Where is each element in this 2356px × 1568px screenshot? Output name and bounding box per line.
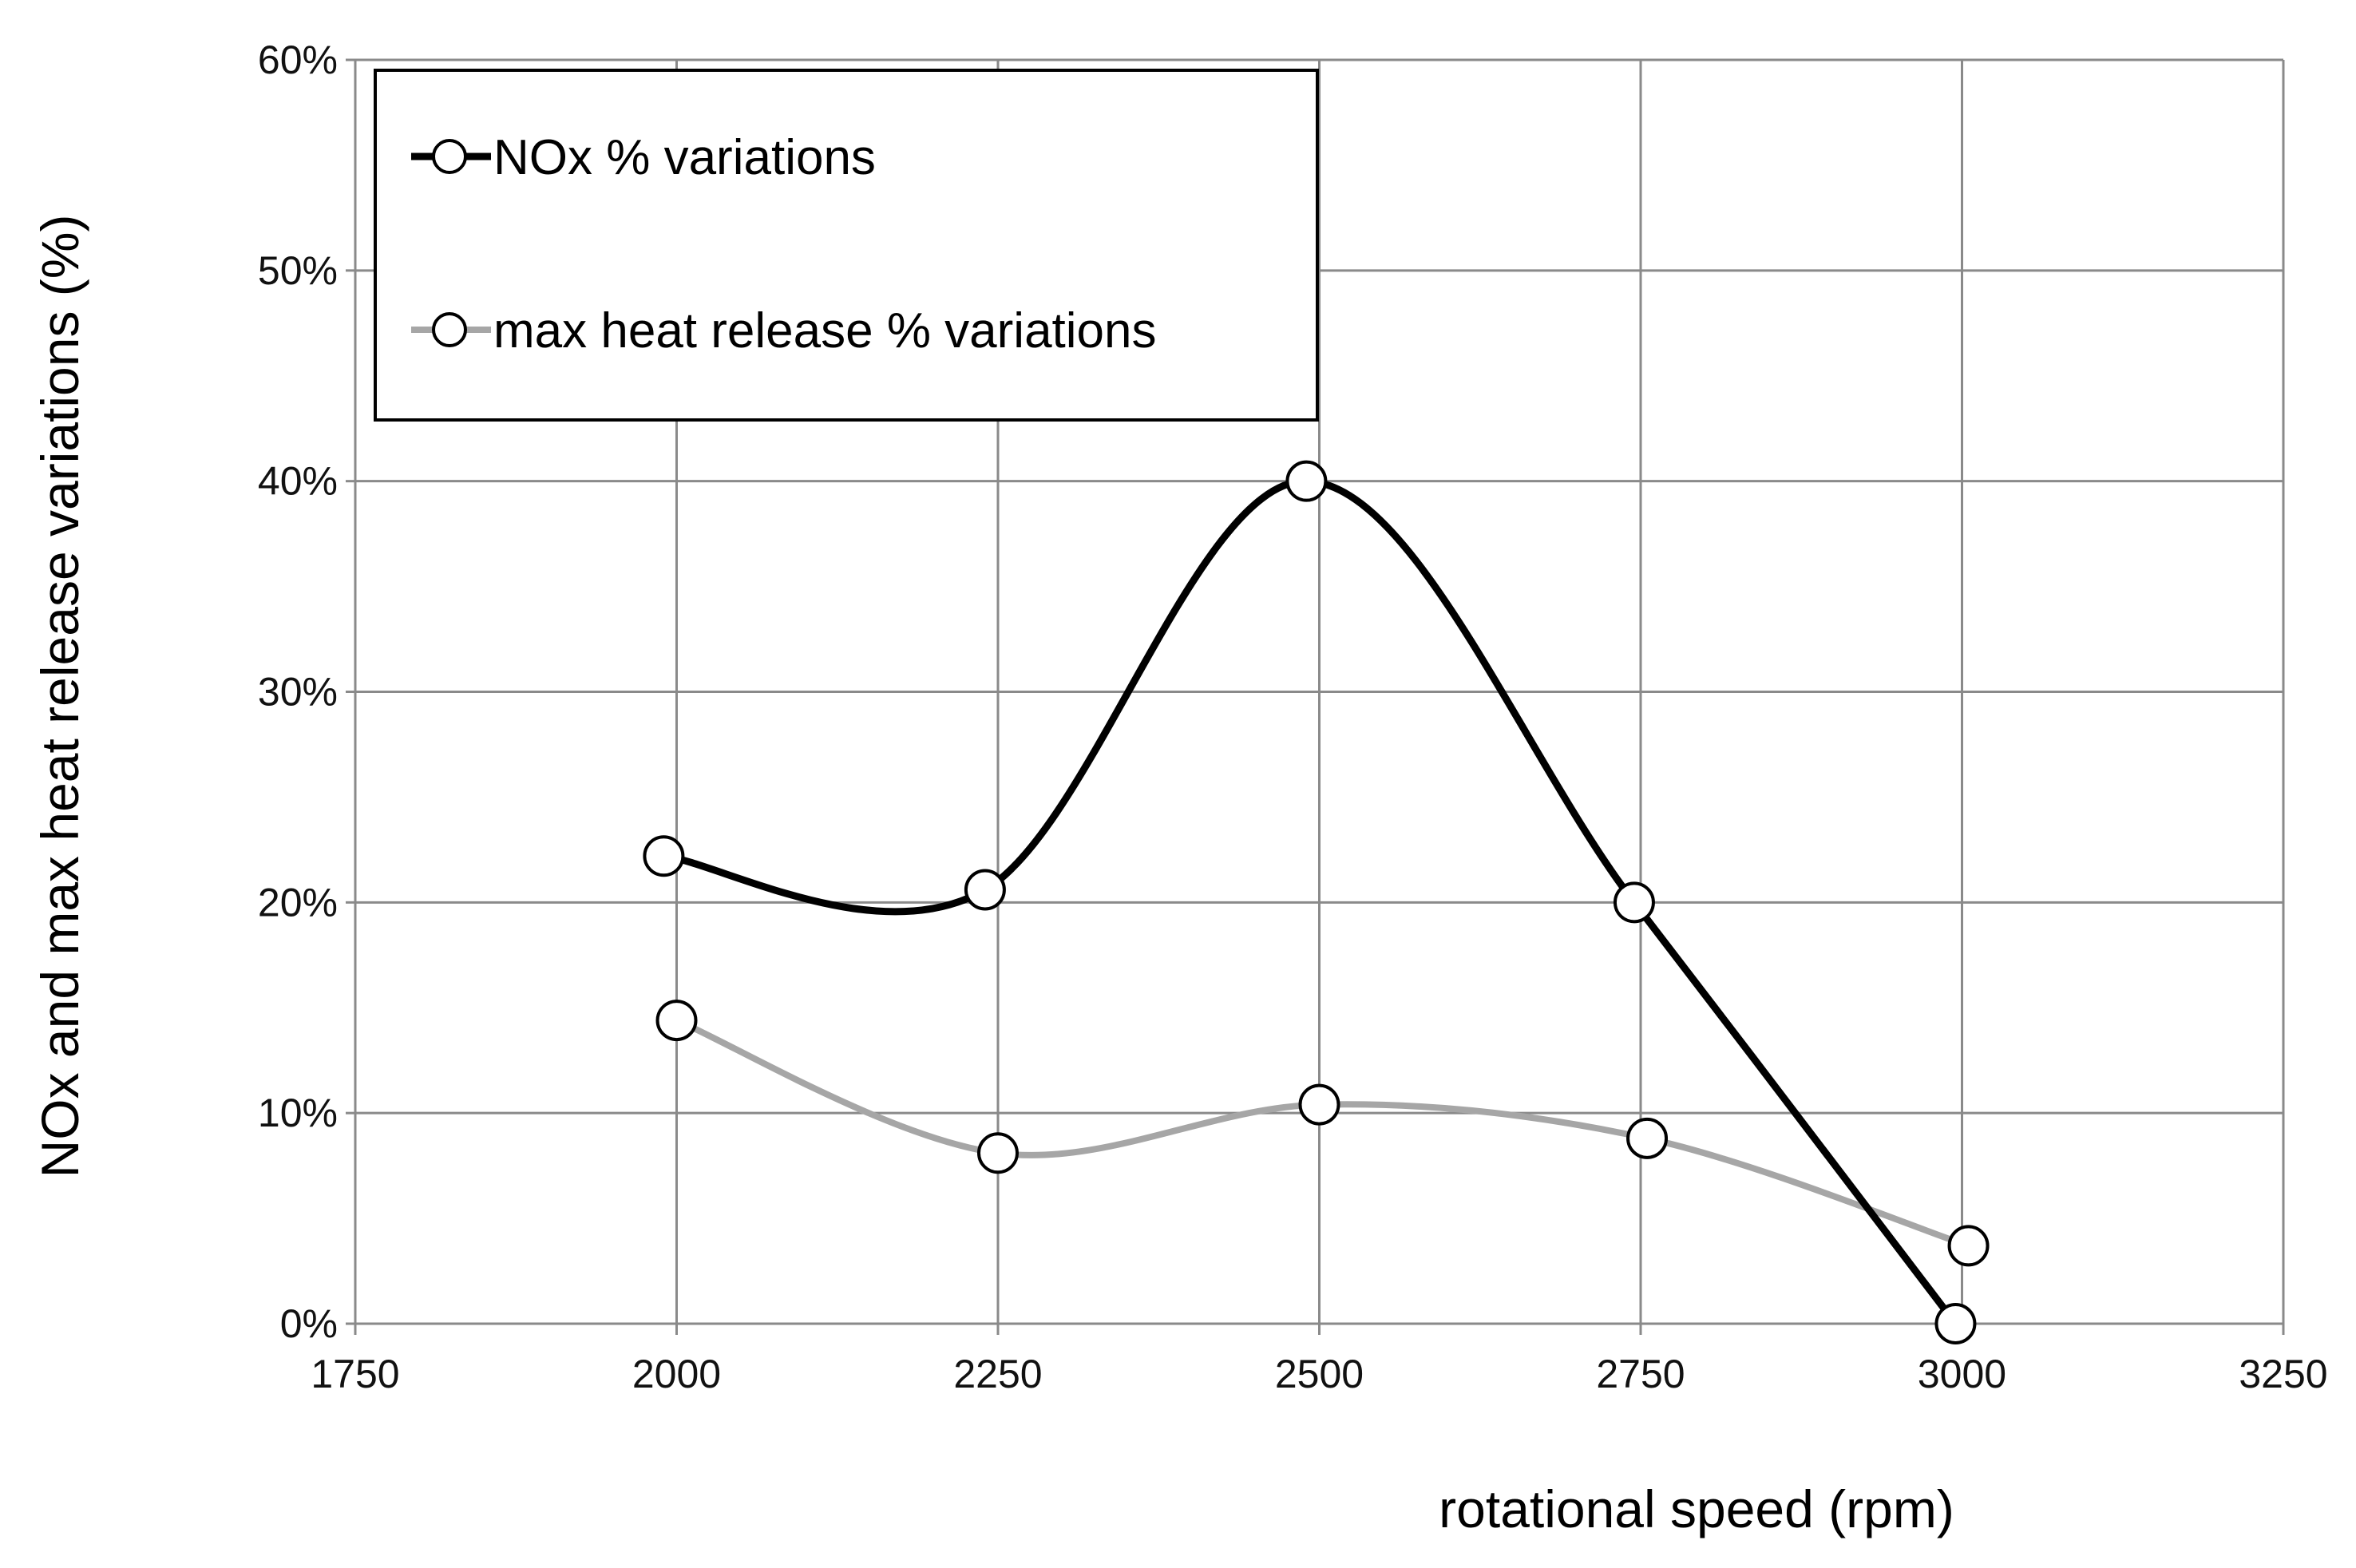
legend-box xyxy=(374,69,1319,422)
data-point-heat-release xyxy=(1626,1117,1669,1159)
tick-labels: 0% 10% 20% 30% 40% 50% 60% 1750 2000 2250 2500 2750… xyxy=(258,38,2328,1396)
data-point-heat-release xyxy=(655,1000,698,1042)
y-tick-label: 0% xyxy=(280,1301,338,1346)
x-tick-label: 1750 xyxy=(311,1352,399,1396)
x-tick-label: 2750 xyxy=(1596,1352,1685,1396)
y-tick-label: 30% xyxy=(258,670,338,715)
y-axis-title: NOx and max heat release variations (%) xyxy=(30,215,89,1178)
data-point-nox xyxy=(964,869,1006,911)
legend-label: NOx % variations xyxy=(493,130,876,185)
x-tick-label: 2250 xyxy=(953,1352,1042,1396)
x-tick-label: 3250 xyxy=(2239,1352,2327,1396)
y-tick-label: 40% xyxy=(258,459,338,504)
legend-label: max heat release % variations xyxy=(493,303,1157,358)
x-tick-label: 3000 xyxy=(1918,1352,2006,1396)
y-tick-label: 10% xyxy=(258,1091,338,1135)
data-point-heat-release xyxy=(977,1132,1019,1174)
x-axis-title: rotational speed (rpm) xyxy=(1439,1479,1954,1538)
data-point-nox xyxy=(1285,460,1328,502)
y-tick-label: 20% xyxy=(258,880,338,925)
y-tick-label: 50% xyxy=(258,248,338,293)
data-point-nox xyxy=(1613,881,1655,924)
legend-swatch-marker xyxy=(432,139,467,174)
x-tick-label: 2000 xyxy=(632,1352,721,1396)
legend-swatch-marker xyxy=(432,312,467,347)
x-tick-label: 2500 xyxy=(1275,1352,1364,1396)
y-tick-label: 60% xyxy=(258,38,338,82)
data-point-nox xyxy=(1934,1303,1977,1344)
data-point-heat-release xyxy=(1947,1225,1990,1267)
series-line-heat-release xyxy=(673,1017,1972,1249)
series xyxy=(643,460,1990,1344)
data-point-heat-release xyxy=(1298,1083,1340,1126)
legend: NOx % variations max heat release % varia… xyxy=(374,69,1319,422)
data-point-nox xyxy=(643,835,685,877)
